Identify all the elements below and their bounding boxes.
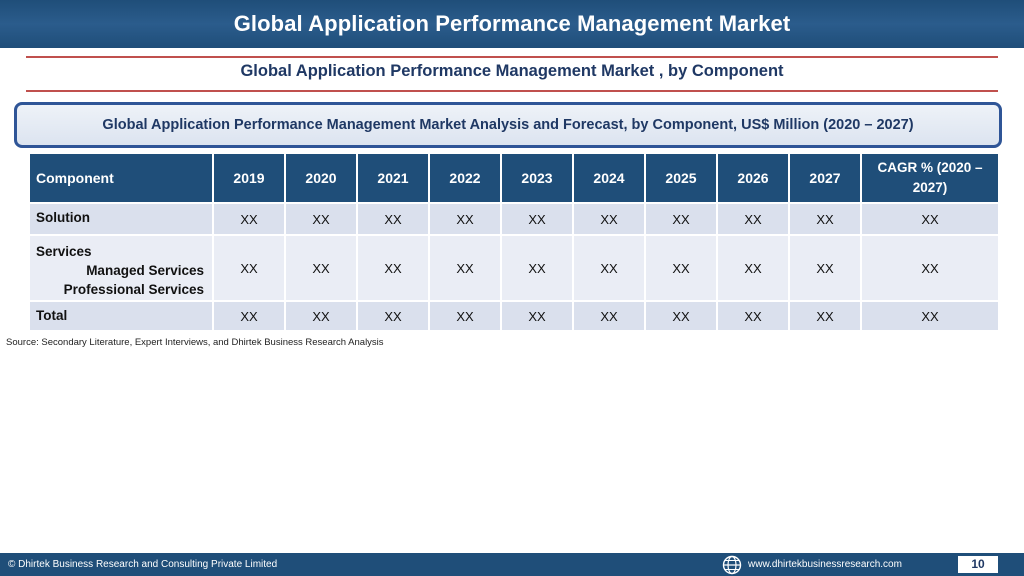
table-cell: XX [788,300,862,332]
table-row-services: Services Managed Services Professional S… [28,234,1000,302]
table-cell: XX [644,234,718,302]
table-cell: XX [428,300,502,332]
column-header: 2023 [500,152,574,204]
column-header: 2022 [428,152,502,204]
website-link[interactable]: www.dhirtekbusinessresearch.com [748,559,902,570]
table-cell: XX [716,202,790,236]
table-row-total: Total XX XX XX XX XX XX XX XX XX XX [28,300,1000,332]
table-cell: XX [572,234,646,302]
table-cell: XX [356,300,430,332]
table-cell: XX [212,234,286,302]
table-row-solution: Solution XX XX XX XX XX XX XX XX XX XX [28,202,1000,236]
section-subtitle: Global Application Performance Managemen… [240,62,784,80]
column-header-cagr: CAGR % (2020 – 2027) [860,152,1000,204]
table-cell: XX [860,202,1000,236]
table-cell: XX [284,202,358,236]
column-header: 2024 [572,152,646,204]
table-cell: XX [500,202,574,236]
table-cell: XX [860,234,1000,302]
table-cell: XX [356,202,430,236]
row-sublabel-professional: Professional Services [63,282,204,297]
table-cell: XX [500,300,574,332]
column-header: 2020 [284,152,358,204]
page-title: Global Application Performance Managemen… [233,11,791,36]
column-header: 2019 [212,152,286,204]
table-caption: Global Application Performance Managemen… [102,117,914,133]
table-cell: XX [212,300,286,332]
table-cell: XX [284,234,358,302]
row-label: Total [28,300,214,332]
table-cell: XX [716,300,790,332]
row-label: Solution [28,202,214,236]
title-bar: Global Application Performance Managemen… [0,0,1024,48]
table-cell: XX [212,202,286,236]
table-cell: XX [716,234,790,302]
row-label-services: Services [36,244,92,259]
column-header: Component [28,152,214,204]
copyright-text: © Dhirtek Business Research and Consulti… [8,559,278,570]
table-cell: XX [284,300,358,332]
column-header: 2021 [356,152,430,204]
column-header: 2025 [644,152,718,204]
table-cell: XX [500,234,574,302]
table-cell: XX [788,234,862,302]
source-note: Source: Secondary Literature, Expert Int… [6,337,384,348]
table-header-row: Component 2019 2020 2021 2022 2023 2024 … [28,152,1000,204]
table-cell: XX [572,202,646,236]
table-caption-banner: Global Application Performance Managemen… [14,102,1002,148]
table-cell: XX [860,300,1000,332]
row-label: Services Managed Services Professional S… [28,234,214,302]
table-cell: XX [644,300,718,332]
column-header: 2026 [716,152,790,204]
table-cell: XX [788,202,862,236]
footer-bar: © Dhirtek Business Research and Consulti… [0,553,1024,576]
page-number: 10 [958,556,998,573]
market-table: Component 2019 2020 2021 2022 2023 2024 … [28,152,1000,332]
table-cell: XX [356,234,430,302]
table-cell: XX [428,234,502,302]
globe-icon [722,555,742,575]
row-sublabel-managed: Managed Services [86,263,204,278]
column-header: 2027 [788,152,862,204]
table-cell: XX [428,202,502,236]
top-divider [26,56,998,58]
table-cell: XX [644,202,718,236]
bottom-divider [26,90,998,92]
table-cell: XX [572,300,646,332]
